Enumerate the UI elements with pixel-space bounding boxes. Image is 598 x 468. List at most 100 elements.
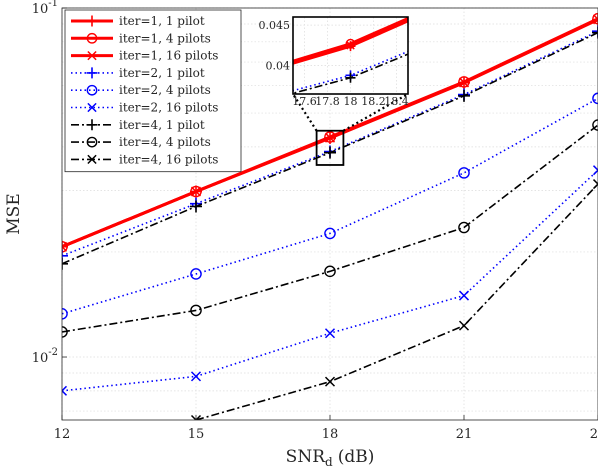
zoom-connector-left <box>292 93 318 132</box>
x-tick-label: 24 <box>590 427 598 442</box>
marker-x <box>592 165 598 176</box>
legend-label: iter=4, 4 pilots <box>119 135 211 149</box>
marker-circle <box>190 268 202 280</box>
marker-x <box>346 41 355 50</box>
inset-x-tick-label: 17.8 <box>315 95 340 108</box>
marker-x <box>62 385 68 396</box>
marker-x <box>190 186 202 197</box>
legend-item: iter=4, 1 pilot <box>71 118 205 132</box>
marker-x <box>62 241 68 252</box>
marker-x <box>87 102 97 113</box>
series <box>1 53 408 176</box>
marker-circle <box>86 136 98 148</box>
marker-x <box>190 414 202 420</box>
legend-label: iter=1, 4 pilots <box>119 31 211 45</box>
marker-circle <box>1 245 10 254</box>
marker-circle <box>592 119 598 131</box>
marker-plus <box>458 89 470 102</box>
y-tick-label: 10-2 <box>32 347 58 366</box>
series <box>190 179 598 420</box>
marker-x <box>324 328 336 339</box>
series-line <box>62 124 598 333</box>
marker-plus <box>86 119 98 131</box>
marker-x <box>87 154 97 165</box>
legend-item: iter=2, 4 pilots <box>71 83 211 97</box>
marker-circle <box>86 32 98 44</box>
x-tick-label: 12 <box>54 427 71 442</box>
axis-ticks: 12 15 18 21 24 10-1 10-2 <box>32 0 598 442</box>
marker-x <box>324 376 336 387</box>
inset-series-layer <box>1 17 408 341</box>
legend: iter=1, 1 pilot iter=1, 4 pilots iter=1, 1… <box>64 9 242 173</box>
marker-circle <box>86 84 98 96</box>
legend-label: iter=2, 16 pilots <box>119 101 218 115</box>
marker-circle <box>324 265 336 278</box>
marker-plus <box>86 15 98 27</box>
inset-axes: 17.617.8 18 18.218.4 0.045 0.04 <box>1 16 409 341</box>
marker-x <box>592 179 598 190</box>
zoom-annotation <box>292 93 409 166</box>
x-tick-label: 15 <box>188 427 205 442</box>
x-tick-label: 18 <box>322 427 339 442</box>
legend-item: iter=4, 4 pilots <box>71 135 211 149</box>
legend-label: iter=4, 16 pilots <box>119 152 218 166</box>
marker-x <box>324 132 336 143</box>
inset-y-tick-label: 0.04 <box>266 60 291 73</box>
marker-x <box>458 77 470 88</box>
marker-x <box>190 371 202 382</box>
marker-circle <box>592 12 598 25</box>
x-axis-title-subscript: d <box>325 455 333 468</box>
marker-plus <box>1 166 11 176</box>
legend-item: iter=2, 16 pilots <box>71 101 218 115</box>
x-axis-title-unit: (dB) <box>338 447 375 467</box>
series <box>62 26 598 270</box>
marker-circle <box>324 227 336 240</box>
legend-label: iter=2, 4 pilots <box>119 83 211 97</box>
series-line <box>62 97 598 315</box>
marker-circle <box>190 304 202 317</box>
legend-item: iter=1, 16 pilots <box>71 49 218 63</box>
marker-circle <box>458 221 470 234</box>
inset-x-tick-label: 18 <box>344 95 358 108</box>
marker-plus <box>592 25 598 38</box>
marker-x <box>2 333 10 341</box>
x-tick-label: 21 <box>456 427 473 442</box>
series <box>62 14 598 252</box>
legend-item: iter=4, 16 pilots <box>71 152 218 166</box>
marker-circle <box>458 76 470 88</box>
legend-label: iter=1, 16 pilots <box>119 49 218 63</box>
legend-item: iter=1, 4 pilots <box>71 31 211 45</box>
marker-plus <box>1 143 11 153</box>
legend-label: iter=4, 1 pilot <box>119 118 205 132</box>
marker-x <box>2 145 10 153</box>
marker-circle <box>1 144 10 153</box>
marker-circle <box>458 167 470 179</box>
marker-plus <box>86 67 98 79</box>
y-axis-title: MSE <box>4 193 24 234</box>
series <box>2 18 408 153</box>
inset-x-tick-label: 18.2 <box>361 95 386 108</box>
inset-x-tick-label: 17.6 <box>292 95 317 108</box>
marker-plus <box>190 200 202 213</box>
series-line <box>195 183 598 420</box>
marker-x <box>2 315 10 323</box>
zoom-connector-right <box>342 93 409 132</box>
marker-x <box>87 50 97 61</box>
marker-circle <box>190 185 202 198</box>
legend-item: iter=2, 1 pilot <box>71 66 205 80</box>
legend-item: iter=1, 1 pilot <box>71 14 205 28</box>
series-line <box>62 30 598 257</box>
marker-plus <box>62 257 68 270</box>
y-tick-label: 10-1 <box>32 0 58 17</box>
marker-plus <box>324 146 336 159</box>
x-axis-title-name: SNR <box>286 447 327 467</box>
marker-x <box>458 290 470 301</box>
marker-circle <box>592 92 598 105</box>
x-axis-title: SNRd (dB) <box>286 447 375 468</box>
legend-label: iter=2, 1 pilot <box>119 66 205 80</box>
marker-plus <box>1 162 11 172</box>
series-layer <box>62 12 598 420</box>
marker-circle <box>1 275 10 284</box>
marker-x <box>458 320 470 331</box>
